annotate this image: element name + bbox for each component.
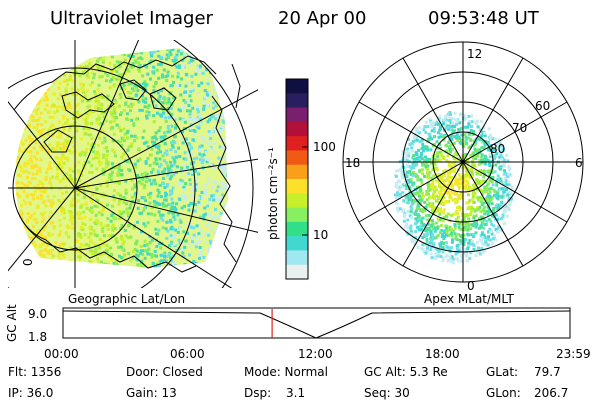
coastline-outlines xyxy=(13,55,241,273)
time-tick-1200: 12:00 xyxy=(298,347,333,361)
status-mode: Mode: Normal xyxy=(244,365,328,379)
time-tick-1800: 18:00 xyxy=(425,347,460,361)
geo-grid xyxy=(8,40,258,288)
magnetic-polar-panel: 12 18 6 0 60 70 80 xyxy=(342,41,584,293)
colorbar-label-100: 100 xyxy=(313,140,336,154)
colorbar-segment xyxy=(286,93,308,109)
status-dsp-value: 3.1 xyxy=(286,386,305,400)
mlt-label-0: 0 xyxy=(467,279,475,293)
time-label: 09:53:48 UT xyxy=(428,8,540,29)
mlt-label-12: 12 xyxy=(467,47,482,61)
auroral-emission-left xyxy=(15,48,228,268)
colorbar-segment xyxy=(286,121,308,137)
mlat-label-60: 60 xyxy=(535,99,550,113)
status-gain: Gain: 13 xyxy=(126,386,177,400)
status-glat-label: GLat: xyxy=(486,365,518,379)
colorbar-segment xyxy=(286,250,308,266)
status-dsp-label: Dsp: xyxy=(244,386,271,400)
colorbar-segment xyxy=(286,236,308,252)
status-door: Door: Closed xyxy=(126,365,203,379)
polar-grid xyxy=(342,41,584,283)
time-tick-2359: 23:59 xyxy=(556,347,591,361)
status-glat-value: 79.7 xyxy=(534,365,561,379)
mlt-label-18: 18 xyxy=(345,156,360,170)
colorbar-segment xyxy=(286,264,308,280)
colorbar-segment xyxy=(286,150,308,166)
colorbar-segment xyxy=(286,79,308,94)
mlt-label-6: 6 xyxy=(575,156,583,170)
colorbar-segment xyxy=(286,164,308,180)
status-flight: Flt: 1356 xyxy=(8,365,61,379)
time-tick-0600: 06:00 xyxy=(170,347,205,361)
colorbar-unit-label: photon cm⁻²s⁻¹ xyxy=(266,147,280,240)
alt-ytick-9: 9.0 xyxy=(28,307,47,321)
status-block: Flt: 1356 IP: 36.0 Door: Closed Gain: 13… xyxy=(8,365,568,400)
status-gc-alt: GC Alt: 5.3 Re xyxy=(364,365,448,379)
colorbar: 100 10 photon cm⁻²s⁻¹ xyxy=(266,78,336,280)
colorbar-frame xyxy=(285,78,309,280)
altitude-plot-frame xyxy=(62,307,571,339)
left-map-edge-label: 0 xyxy=(21,258,35,266)
instrument-title: Ultraviolet Imager xyxy=(50,8,214,29)
time-tick-0000: 00:00 xyxy=(44,347,79,361)
mlat-label-70: 70 xyxy=(512,121,527,135)
altitude-curve xyxy=(62,310,571,339)
date-label: 20 Apr 00 xyxy=(278,8,366,29)
status-seq: Seq: 30 xyxy=(364,386,410,400)
colorbar-segment xyxy=(286,207,308,223)
colorbar-segment xyxy=(286,136,308,152)
alt-ylabel: GC Alt xyxy=(5,304,19,342)
apex-caption: Apex MLat/MLT xyxy=(424,292,514,306)
colorbar-segment xyxy=(286,221,308,237)
mlat-label-80: 80 xyxy=(490,142,505,156)
altitude-plot: 9.0 1.8 GC Alt 00:00 06:00 12:00 18:00 2… xyxy=(5,304,591,361)
geographic-map-panel xyxy=(8,40,258,288)
colorbar-label-10: 10 xyxy=(313,228,328,242)
colorbar-segment xyxy=(286,193,308,209)
colorbar-gradient xyxy=(286,79,308,280)
status-glon-value: 206.7 xyxy=(534,386,568,400)
colorbar-segment xyxy=(286,179,308,194)
status-ip: IP: 36.0 xyxy=(8,386,53,400)
geographic-caption: Geographic Lat/Lon xyxy=(68,292,185,306)
colorbar-segment xyxy=(286,107,308,123)
alt-ytick-1-8: 1.8 xyxy=(28,330,47,344)
status-glon-label: GLon: xyxy=(486,386,521,400)
